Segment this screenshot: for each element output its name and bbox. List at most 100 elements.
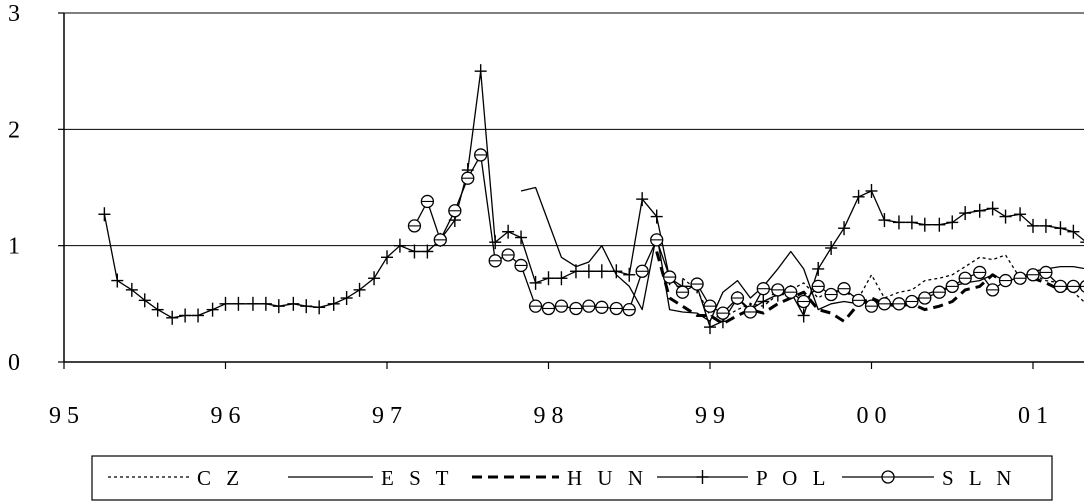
data-point-sln [716,306,730,320]
data-point-sln [877,297,892,311]
data-point-pol [892,215,905,230]
data-point-pol [973,203,986,218]
data-point-pol [946,215,959,230]
data-point-pol [166,310,179,325]
x-tick-label: 0 1 [1018,403,1048,429]
data-point-sln [811,279,825,294]
legend-label-pol: P O L [756,466,830,490]
data-point-pol [489,235,502,250]
x-tick-label: 9 5 [49,403,79,429]
data-point-pol [636,192,649,207]
legend-marker-pol [696,470,709,484]
data-point-sln [892,297,906,311]
data-point-sln [851,293,866,307]
data-point-sln [918,291,932,305]
x-tick-label: 9 7 [372,403,402,429]
data-point-pol [474,64,487,79]
data-point-pol [259,296,272,311]
data-point-pol [959,206,972,221]
data-point-sln [407,219,422,233]
data-point-pol [878,213,891,228]
data-point-pol [918,217,931,232]
data-point-sln [474,148,488,162]
data-point-pol [98,207,111,222]
data-point-sln [501,248,515,262]
data-point-pol [704,320,716,335]
data-point-pol [232,296,245,311]
data-point-pol [313,300,326,315]
data-point-pol [138,293,151,308]
y-tick-label: 1 [8,234,20,260]
data-point-sln [420,194,435,209]
data-point-sln [771,283,785,297]
data-point-sln [958,271,972,285]
x-tick-labels: 9 5 9 6 9 7 9 8 9 9 0 0 0 1 [49,362,1048,429]
data-point-sln [622,302,636,317]
data-point-pol [1027,218,1039,233]
data-point-pol [986,201,999,216]
data-point-pol [421,244,434,259]
data-point-pol [327,296,340,311]
series-layer [98,64,1084,335]
gridlines [64,12,1084,247]
data-point-pol [151,302,164,317]
data-point-sln [609,301,623,316]
data-point-sln [1026,268,1040,282]
legend-label-hun: H U N [567,466,648,490]
data-point-sln [945,279,959,294]
legend-item-est: E S T [288,466,448,490]
data-point-pol [206,302,219,317]
x-tick-label: 9 9 [695,403,725,429]
data-point-pol [246,296,259,311]
data-point-sln [448,204,462,218]
data-point-pol [542,271,555,286]
data-point-sln [461,171,475,185]
legend-label-cz: C Z [197,466,244,490]
data-point-sln [595,300,609,314]
data-point-sln [675,285,690,299]
data-point-pol [555,271,568,286]
data-point-sln [784,285,798,299]
data-point-pol [381,250,393,265]
axes [63,13,1084,363]
data-point-sln [864,299,879,313]
data-point-pol [1014,207,1027,222]
data-point-sln [528,299,543,313]
data-point-sln [973,265,987,280]
data-point-pol [797,308,810,323]
data-point-pol [192,308,205,323]
data-point-pol [502,224,515,239]
data-point-pol [1054,221,1067,236]
data-point-pol [999,209,1012,224]
data-point-sln [488,254,502,268]
data-point-pol [393,238,406,253]
data-point-pol [1039,218,1052,233]
series-sln [407,148,1084,320]
legend-label-sln: S L N [942,466,1016,490]
x-tick-label: 9 6 [211,403,241,429]
data-point-pol [757,294,770,309]
y-tick-label: 0 [8,350,20,376]
data-point-pol [125,282,138,297]
data-point-pol [595,264,608,279]
legend-item-sln: S L N [842,466,1016,490]
data-point-sln [1066,279,1081,294]
data-point-pol [650,209,663,224]
data-point-sln [662,270,677,284]
data-point-pol [825,240,838,255]
x-tick-label: 0 0 [857,403,887,429]
data-point-sln [569,301,583,316]
data-point-pol [219,296,232,311]
data-point-pol [569,264,582,279]
data-point-pol [623,267,636,282]
data-point-pol [300,299,313,314]
data-point-pol [905,215,918,230]
data-point-pol [812,261,825,276]
data-point-pol [582,264,595,279]
data-point-pol [287,296,300,311]
data-point-sln [433,233,447,247]
data-point-sln [730,291,745,305]
data-point-pol [1080,241,1084,243]
